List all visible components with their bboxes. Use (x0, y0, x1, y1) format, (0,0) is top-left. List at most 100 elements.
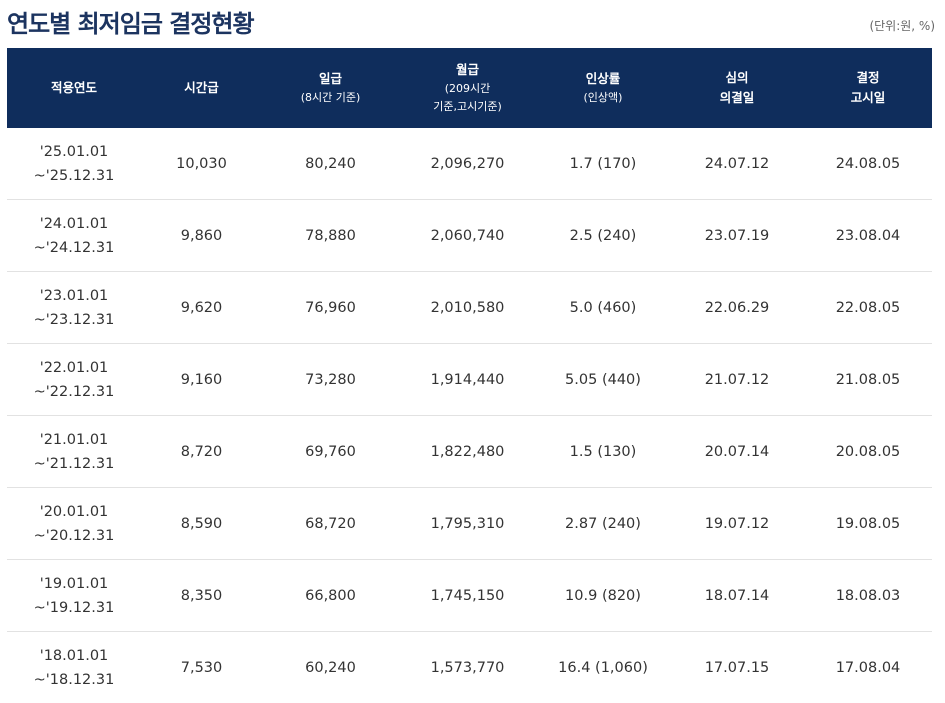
header-period-label: 적용연도 (50, 80, 97, 95)
unit-note: (단위:원, %) (869, 19, 935, 33)
header-decision-line1: 심의 (725, 70, 749, 85)
cell-rate: 2.87 (240) (536, 487, 670, 560)
cell-monthly: 1,914,440 (399, 343, 536, 416)
cell-monthly: 2,010,580 (399, 271, 536, 344)
cell-hourly: 7,530 (180, 659, 223, 676)
header-monthly: 월급 (209시간 기준,고시기준) (399, 48, 536, 128)
cell-decision: 24.07.12 (670, 128, 804, 200)
header-period: 적용연도 (7, 48, 141, 128)
cell-hourly: 8,350 (141, 559, 262, 632)
cell-daily: 69,760 (262, 415, 399, 488)
header-notice: 결정 고시일 (804, 48, 932, 128)
cell-daily: 66,800 (262, 559, 399, 632)
period-start: '18.01.01 (39, 647, 109, 664)
cell-decision: 22.06.29 (670, 271, 804, 344)
table-row: '25.01.01 ~'25.12.31 10,030 80,240 2,096,… (7, 128, 932, 200)
period-start: '20.01.01 (39, 503, 109, 520)
header-daily-label: 일급 (318, 71, 342, 86)
period-end: ~'24.12.31 (33, 239, 115, 256)
cell-hourly: 10,030 (141, 128, 262, 200)
cell-daily: 76,960 (262, 271, 399, 344)
period-start: '22.01.01 (39, 359, 109, 376)
cell-period: '22.01.01 ~'22.12.31 (7, 343, 141, 416)
cell-daily: 60,240 (305, 659, 356, 676)
table-body: '25.01.01 ~'25.12.31 10,030 80,240 2,096,… (7, 128, 932, 703)
period-end: ~'20.12.31 (33, 527, 115, 544)
table-row: '18.01.01 ~'18.12.31 7,530 60,240 1,573,7… (7, 632, 932, 703)
cell-notice: 18.08.03 (804, 559, 932, 632)
period-end: ~'18.12.31 (33, 671, 115, 688)
cell-rate: 5.0 (460) (536, 271, 670, 344)
header-rate-sub: (인상액) (583, 91, 623, 104)
period-start: '25.01.01 (39, 143, 109, 160)
cell-rate: 16.4 (1,060) (558, 659, 648, 676)
cell-rate: 1.5 (130) (536, 415, 670, 488)
cell-notice: 22.08.05 (804, 271, 932, 344)
period-end: ~'19.12.31 (33, 599, 115, 616)
cell-period: '20.01.01 ~'20.12.31 (7, 487, 141, 560)
cell-notice: 23.08.04 (804, 199, 932, 272)
header-row: 적용연도 시간급 일급 (8시간 기준) 월급 (209시간 기준,고시기준) … (7, 48, 932, 128)
header-decision-line2: 의결일 (719, 90, 755, 105)
cell-monthly: 1,795,310 (399, 487, 536, 560)
table-row: '22.01.01 ~'22.12.31 9,160 73,280 1,914,4… (7, 343, 932, 416)
period-end: ~'22.12.31 (33, 383, 115, 400)
cell-rate: 2.5 (240) (536, 199, 670, 272)
cell-hourly: 9,160 (141, 343, 262, 416)
table-row: '24.01.01 ~'24.12.31 9,860 78,880 2,060,7… (7, 199, 932, 272)
header-hourly: 시간급 (141, 48, 262, 128)
header-notice-line2: 고시일 (850, 90, 886, 105)
cell-notice: 21.08.05 (804, 343, 932, 416)
cell-decision: 18.07.14 (670, 559, 804, 632)
period-end: ~'25.12.31 (33, 167, 115, 184)
cell-decision: 19.07.12 (670, 487, 804, 560)
cell-daily: 78,880 (262, 199, 399, 272)
cell-monthly: 2,060,740 (399, 199, 536, 272)
cell-daily: 80,240 (262, 128, 399, 200)
period-end: ~'21.12.31 (33, 455, 115, 472)
header-rate-label: 인상률 (585, 71, 621, 86)
cell-notice: 17.08.04 (835, 659, 901, 676)
header-monthly-label: 월급 (455, 62, 479, 77)
table-row: '21.01.01 ~'21.12.31 8,720 69,760 1,822,4… (7, 415, 932, 488)
cell-hourly: 8,720 (141, 415, 262, 488)
cell-decision: 21.07.12 (670, 343, 804, 416)
cell-daily: 73,280 (262, 343, 399, 416)
cell-daily: 68,720 (262, 487, 399, 560)
cell-period: '18.01.01 ~'18.12.31 (7, 632, 141, 703)
header-monthly-sub1: (209시간 (444, 82, 491, 95)
cell-period: '23.01.01 ~'23.12.31 (7, 271, 141, 344)
period-start: '21.01.01 (39, 431, 109, 448)
cell-monthly: 1,573,770 (430, 659, 505, 676)
cell-decision: 17.07.15 (704, 659, 770, 676)
cell-rate: 5.05 (440) (536, 343, 670, 416)
period-start: '24.01.01 (39, 215, 109, 232)
header-monthly-sub2: 기준,고시기준) (433, 100, 502, 113)
cell-monthly: 2,096,270 (399, 128, 536, 200)
header-daily: 일급 (8시간 기준) (262, 48, 399, 128)
header-rate: 인상률 (인상액) (536, 48, 670, 128)
cell-period: '21.01.01 ~'21.12.31 (7, 415, 141, 488)
period-start: '19.01.01 (39, 575, 109, 592)
cell-notice: 20.08.05 (804, 415, 932, 488)
header-decision: 심의 의결일 (670, 48, 804, 128)
cell-hourly: 9,620 (141, 271, 262, 344)
header-notice-line1: 결정 (856, 70, 880, 85)
cell-decision: 23.07.19 (670, 199, 804, 272)
cell-hourly: 8,590 (141, 487, 262, 560)
period-start: '23.01.01 (39, 287, 109, 304)
cell-rate: 10.9 (820) (536, 559, 670, 632)
table-header: 적용연도 시간급 일급 (8시간 기준) 월급 (209시간 기준,고시기준) … (7, 48, 932, 128)
page-title: 연도별 최저임금 결정현황 (7, 10, 255, 38)
cell-period: '24.01.01 ~'24.12.31 (7, 199, 141, 272)
cell-notice: 24.08.05 (804, 128, 932, 200)
header-hourly-label: 시간급 (184, 80, 219, 95)
minimum-wage-table: 적용연도 시간급 일급 (8시간 기준) 월급 (209시간 기준,고시기준) … (7, 48, 932, 703)
cell-monthly: 1,745,150 (399, 559, 536, 632)
cell-rate: 1.7 (170) (536, 128, 670, 200)
period-end: ~'23.12.31 (33, 311, 115, 328)
cell-notice: 19.08.05 (804, 487, 932, 560)
header-daily-sub: (8시간 기준) (300, 91, 361, 104)
cell-period: '25.01.01 ~'25.12.31 (7, 128, 141, 200)
table-row: '20.01.01 ~'20.12.31 8,590 68,720 1,795,3… (7, 487, 932, 560)
